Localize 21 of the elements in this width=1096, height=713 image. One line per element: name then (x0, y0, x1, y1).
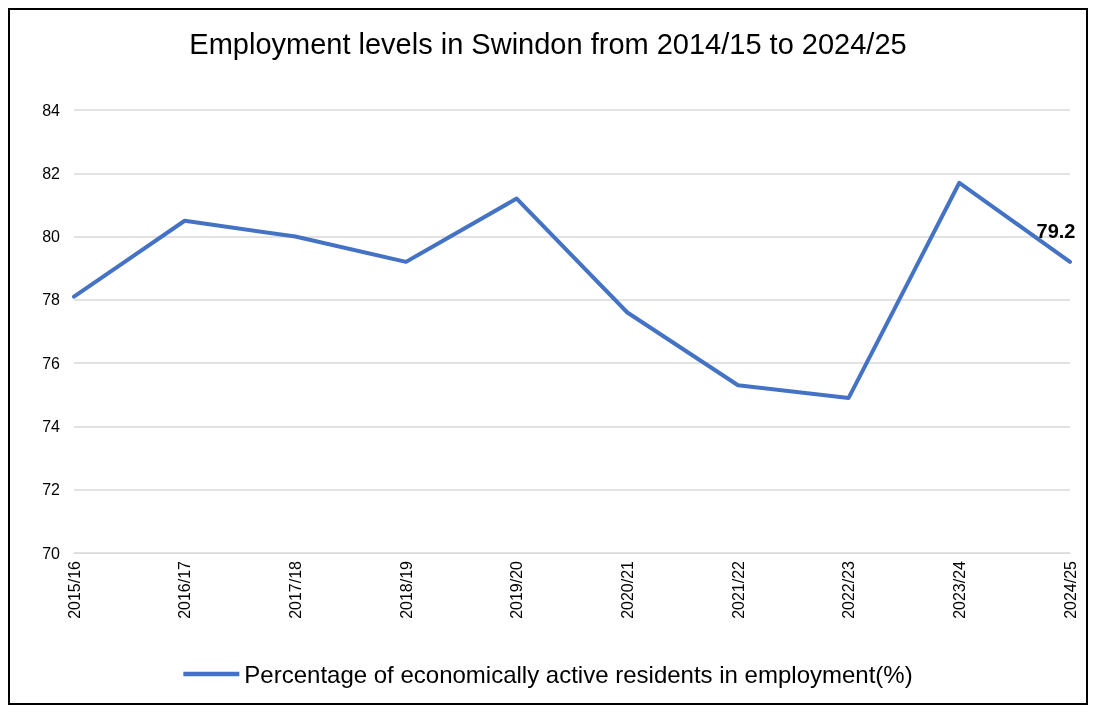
chart-title: Employment levels in Swindon from 2014/15 to 2024/25 (189, 27, 907, 60)
x-tick-label: 2024/25 (1061, 560, 1079, 619)
x-tick-label: 2021/22 (729, 560, 747, 619)
y-tick-label: 70 (42, 544, 61, 562)
data-label: 79.2 (1036, 219, 1076, 242)
y-tick-label: 82 (42, 164, 61, 182)
x-tick-label: 2023/24 (950, 560, 968, 619)
y-tick-label: 84 (42, 101, 61, 119)
x-tick-label: 2022/23 (840, 560, 858, 619)
y-tick-label: 76 (42, 354, 61, 372)
y-tick-label: 72 (42, 481, 61, 499)
x-tick-label: 2020/21 (618, 560, 636, 619)
x-tick-label: 2019/20 (508, 560, 526, 619)
legend-label: Percentage of economically active residents in employment(%) (244, 660, 913, 688)
y-tick-label: 74 (42, 417, 61, 435)
y-tick-label: 78 (42, 291, 61, 309)
x-tick-label: 2015/16 (65, 560, 83, 619)
x-tick-label: 2016/17 (176, 560, 194, 619)
x-tick-label: 2018/19 (397, 560, 415, 619)
x-tick-label: 2017/18 (286, 560, 304, 619)
y-tick-label: 80 (42, 228, 61, 246)
